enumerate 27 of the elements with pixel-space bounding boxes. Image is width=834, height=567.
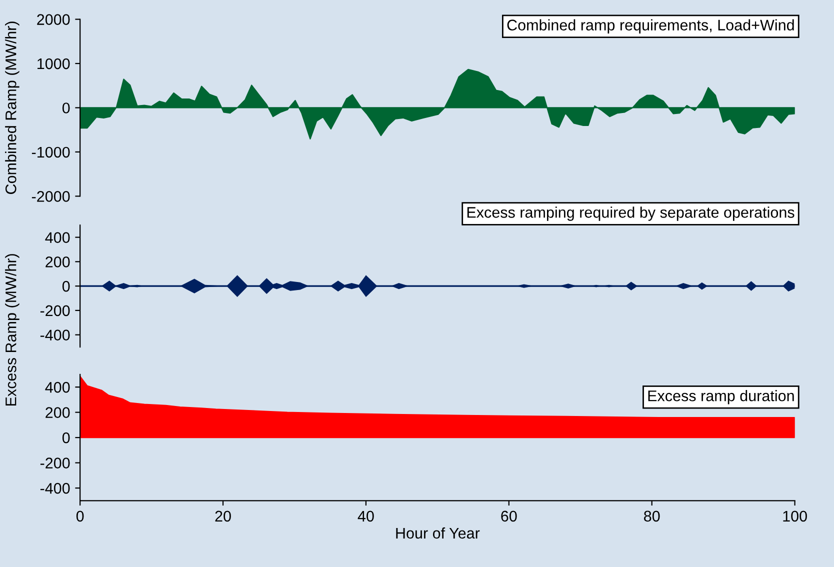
y-tick-label: -200 (40, 458, 70, 468)
x-tick-label: 0 (76, 510, 84, 522)
y-tick-label: -400 (40, 330, 70, 340)
x-tick-label: 80 (644, 510, 660, 522)
y-tick-label: 0 (62, 432, 70, 444)
x-tick-label: 40 (358, 510, 374, 522)
chart-title: Excess ramping required by separate operations (467, 206, 794, 221)
y-tick-label: -1000 (32, 146, 70, 158)
x-tick-label: 100 (783, 510, 807, 522)
y-tick-label: 0 (62, 280, 70, 292)
x-tick-label: 20 (215, 510, 231, 522)
y-tick-label: 200 (46, 256, 70, 268)
x-tick-label: 60 (501, 510, 517, 522)
y-tick-label: -400 (40, 482, 70, 494)
y-tick-label: -2000 (32, 191, 70, 202)
y-tick-label: -200 (40, 305, 70, 316)
chart-title: Combined ramp requirements, Load+Wind (507, 19, 794, 34)
x-axis-title: Hour of Year (396, 527, 480, 539)
y-tick-label: 0 (62, 102, 70, 114)
y-tick-label: 1000 (38, 58, 70, 70)
y-tick-label: 400 (45, 382, 70, 393)
y-tick-label: 200 (46, 407, 70, 418)
y-axis-title: Excess Ramp (MW/hr) (5, 254, 20, 406)
text: Excess ramp duration (648, 390, 794, 404)
y-tick-label: 2000 (37, 14, 70, 25)
y-axis-title: Combined Ramp (MW/hr) (5, 22, 20, 194)
y-tick-label: 400 (45, 232, 70, 243)
